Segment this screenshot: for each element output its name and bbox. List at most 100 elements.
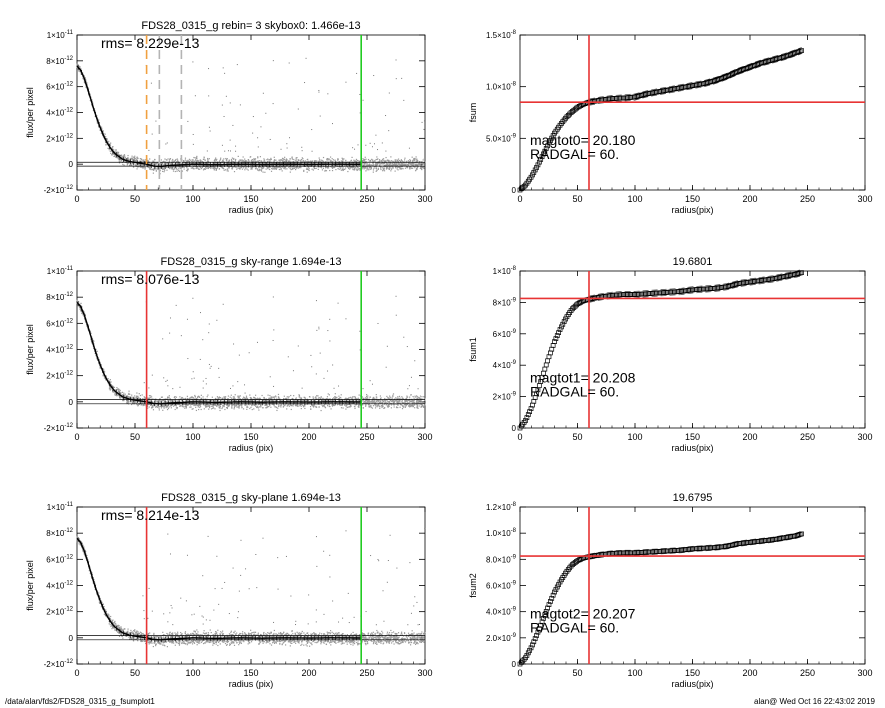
scatter-point <box>285 160 288 162</box>
scatter-point <box>149 158 151 160</box>
scatter-point <box>387 406 389 408</box>
scatter-point <box>143 164 145 166</box>
scatter-point <box>124 398 126 400</box>
scatter-point <box>373 401 375 404</box>
scatter-point <box>364 158 366 161</box>
scatter-point <box>380 401 382 403</box>
scatter-point <box>228 160 230 162</box>
scatter-point <box>276 166 278 168</box>
outlier-point <box>356 72 358 74</box>
scatter-point <box>365 161 367 163</box>
scatter-point <box>300 397 303 399</box>
outlier-point <box>227 150 229 152</box>
scatter-point <box>242 166 245 168</box>
scatter-point <box>404 400 406 403</box>
scatter-point <box>185 160 188 162</box>
x-tick-label: 250 <box>800 194 815 204</box>
scatter-point <box>388 400 390 403</box>
scatter-point <box>352 166 354 168</box>
scatter-point <box>415 164 417 166</box>
scatter-point <box>399 168 401 170</box>
scatter-point <box>255 167 257 169</box>
scatter-point <box>199 399 201 402</box>
scatter-point <box>203 156 205 158</box>
scatter-point <box>86 82 88 84</box>
scatter-point <box>332 159 335 161</box>
scatter-point <box>131 400 133 402</box>
scatter-point <box>371 164 373 166</box>
scatter-point <box>371 402 373 404</box>
scatter-point <box>278 159 280 161</box>
scatter-point <box>224 403 226 405</box>
scatter-point <box>257 157 259 159</box>
outlier-point <box>257 137 259 139</box>
scatter-point <box>365 170 367 172</box>
scatter-point <box>273 159 276 161</box>
scatter-point <box>388 166 391 168</box>
scatter-point <box>388 164 390 167</box>
scatter-point <box>380 163 383 165</box>
scatter-point <box>134 395 136 397</box>
scatter-point <box>227 398 229 400</box>
scatter-point <box>218 167 221 170</box>
scatter-point <box>252 162 254 164</box>
scatter-point <box>83 312 86 314</box>
scatter-point <box>182 166 184 168</box>
scatter-point <box>421 403 423 406</box>
scatter-point <box>385 168 388 170</box>
chart-panel-1: 0 50 100 150 200 250 300-2×10-1202×10-124×10-1… <box>25 20 433 215</box>
scatter-point <box>405 405 407 407</box>
scatter-point <box>372 159 374 161</box>
scatter-point <box>119 397 121 399</box>
scatter-point <box>412 164 414 167</box>
scatter-point <box>288 162 290 165</box>
x-tick-label: 0 <box>74 432 79 442</box>
scatter-point <box>283 158 285 160</box>
scatter-point <box>228 165 230 167</box>
scatter-point <box>370 404 372 407</box>
scatter-point <box>137 405 139 407</box>
scatter-point <box>139 397 142 400</box>
outlier-point <box>222 67 224 69</box>
scatter-point <box>320 409 322 412</box>
scatter-point <box>378 160 381 162</box>
x-tick-label: 0 <box>517 194 522 204</box>
scatter-point <box>335 168 337 171</box>
scatter-point <box>137 157 139 159</box>
scatter-point <box>128 392 130 395</box>
scatter-point <box>387 164 389 166</box>
scatter-point <box>148 403 150 406</box>
scatter-point <box>391 397 394 399</box>
scatter-point <box>314 397 316 399</box>
outlier-point <box>155 120 157 122</box>
scatter-point <box>378 161 380 163</box>
scatter-point <box>139 158 141 160</box>
scatter-point <box>83 75 85 77</box>
scatter-point <box>327 166 329 168</box>
scatter-point <box>385 156 387 159</box>
scatter-point <box>390 170 392 172</box>
scatter-point <box>366 163 368 165</box>
scatter-point <box>109 150 111 152</box>
scatter-point <box>147 162 149 164</box>
scatter-point <box>247 406 249 408</box>
scatter-point <box>322 156 325 159</box>
scatter-point <box>347 170 349 173</box>
scatter-point <box>152 169 154 171</box>
scatter-point <box>317 166 319 168</box>
scatter-point <box>299 160 302 162</box>
scatter-point <box>328 404 330 406</box>
scatter-point <box>115 388 118 391</box>
scatter-point <box>201 160 203 163</box>
scatter-point <box>169 168 171 170</box>
scatter-point <box>123 159 125 162</box>
scatter-point <box>112 146 114 148</box>
scatter-point <box>254 165 256 168</box>
scatter-point <box>264 165 267 167</box>
scatter-point <box>295 166 297 168</box>
fsum-marker <box>530 172 535 178</box>
scatter-point <box>421 168 423 171</box>
scatter-point <box>128 162 130 164</box>
scatter-point <box>226 168 228 170</box>
scatter-point <box>191 167 193 169</box>
